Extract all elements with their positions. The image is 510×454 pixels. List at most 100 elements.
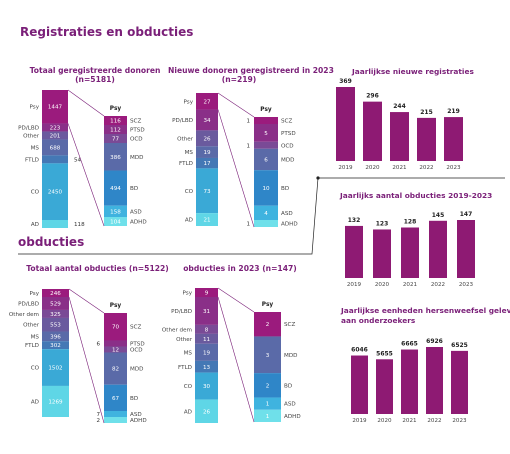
segment-category-label: PD/LBD bbox=[18, 301, 39, 307]
segment-value-label: 118 bbox=[74, 222, 85, 228]
segment-value-label: 34 bbox=[203, 118, 211, 124]
connector-line bbox=[217, 109, 255, 228]
breakdown-value-label: 70 bbox=[112, 325, 120, 331]
breakdown-category-label: ASD bbox=[130, 209, 142, 215]
breakdown-value-label: 1 bbox=[246, 222, 250, 228]
breakdown-value-label: 1 bbox=[266, 402, 270, 408]
breakdown-category-label: ASD bbox=[130, 412, 142, 418]
chart-1-title: Totaal geregistreerde donoren (n=5181) bbox=[29, 66, 161, 84]
x-tick-label: 2020 bbox=[365, 165, 380, 171]
chart-7-title: Jaarlijkse eenheden hersenweefsel geleve… bbox=[341, 306, 510, 325]
chart-4-title: obducties in 2023 (n=147) bbox=[183, 264, 297, 273]
segment-value-label: 302 bbox=[50, 343, 61, 349]
segment-category-label: FTLD bbox=[178, 365, 192, 371]
x-tick-label: 2021 bbox=[402, 418, 417, 424]
breakdown-title: Psy bbox=[262, 302, 274, 308]
breakdown-category-label: BD bbox=[284, 383, 292, 389]
segment-value-label: 201 bbox=[50, 133, 61, 139]
segment-value-label: 325 bbox=[50, 312, 61, 318]
breakdown-segment-adhd bbox=[254, 409, 281, 422]
segment-value-label: 246 bbox=[50, 291, 61, 297]
segment-value-label: 1502 bbox=[48, 366, 62, 372]
stack-segment-ftld bbox=[195, 360, 218, 373]
segment-value-label: 9 bbox=[205, 291, 209, 297]
segment-category-label: CO bbox=[31, 366, 40, 372]
stack-segment-pd-lbd bbox=[42, 297, 69, 310]
breakdown-category-label: SCZ bbox=[130, 325, 141, 331]
bar bbox=[336, 87, 355, 161]
divider-line bbox=[18, 177, 505, 255]
breakdown-category-label: SCZ bbox=[284, 322, 295, 328]
segment-category-label: Other bbox=[23, 323, 40, 329]
breakdown-segment-scz bbox=[254, 117, 278, 124]
segment-value-label: 8 bbox=[205, 327, 209, 333]
segment-value-label: 73 bbox=[203, 189, 211, 195]
stack-segment-other bbox=[42, 131, 68, 140]
bar bbox=[401, 227, 419, 278]
segment-category-label: AD bbox=[185, 218, 193, 224]
breakdown-segment-ocd bbox=[104, 134, 127, 143]
breakdown-category-label: MDD bbox=[284, 353, 297, 359]
bar-value-label: 128 bbox=[404, 218, 417, 225]
breakdown-segment-scz bbox=[104, 116, 127, 125]
breakdown-category-label: OCD bbox=[130, 347, 143, 353]
segment-value-label: 396 bbox=[50, 334, 61, 340]
segment-value-label: 1447 bbox=[48, 105, 63, 111]
breakdown-category-label: PTSD bbox=[130, 341, 145, 347]
breakdown-segment-bd bbox=[104, 170, 127, 206]
bar bbox=[376, 359, 393, 414]
segment-category-label: FTLD bbox=[25, 343, 39, 349]
breakdown-value-label: 1 bbox=[246, 143, 250, 149]
stack-segment-ad bbox=[196, 213, 218, 226]
breakdown-value-label: 3 bbox=[266, 353, 270, 359]
stack-segment-psy bbox=[42, 90, 68, 124]
x-tick-label: 2021 bbox=[403, 282, 418, 288]
breakdown-category-label: ASD bbox=[281, 211, 293, 217]
segment-category-label: CO bbox=[31, 190, 40, 196]
bar bbox=[417, 117, 436, 161]
stack-segment-other bbox=[196, 130, 218, 147]
x-tick-label: 2023 bbox=[459, 282, 474, 288]
breakdown-value-label: 6 bbox=[264, 157, 268, 163]
segment-value-label: 2450 bbox=[48, 190, 63, 196]
breakdown-category-label: ADHD bbox=[130, 418, 147, 424]
breakdown-segment-ocd bbox=[104, 346, 127, 353]
breakdown-value-label: 2 bbox=[266, 322, 270, 328]
stack-segment-pd-lbd bbox=[195, 297, 218, 325]
stack-segment-psy bbox=[196, 93, 218, 110]
stack-segment-ftld bbox=[42, 341, 69, 350]
breakdown-segment-adhd bbox=[254, 220, 278, 227]
stack-segment-co bbox=[42, 163, 68, 220]
segment-value-label: 27 bbox=[203, 99, 211, 105]
x-tick-label: 2022 bbox=[431, 282, 445, 288]
breakdown-value-label: 494 bbox=[110, 186, 121, 192]
segment-value-label: 1269 bbox=[48, 399, 63, 405]
chart-5-title: Jaarlijkse nieuwe registraties bbox=[352, 67, 474, 76]
segment-category-label: PD/LBD bbox=[171, 309, 192, 315]
breakdown-category-label: MDD bbox=[130, 155, 143, 161]
segment-category-label: MS bbox=[184, 350, 193, 356]
chart-6-title: Jaarlijks aantal obducties 2019-2023 bbox=[340, 191, 493, 200]
breakdown-value-label: 1 bbox=[246, 119, 250, 125]
stack-segment-ms bbox=[42, 331, 69, 342]
stack-segment-psy bbox=[42, 289, 69, 297]
segment-category-label: Other dem bbox=[162, 327, 192, 333]
connector-line bbox=[68, 288, 105, 314]
segment-category-label: MS bbox=[31, 145, 40, 151]
divider-dot bbox=[316, 176, 320, 180]
breakdown-value-label: 12 bbox=[112, 347, 119, 353]
segment-value-label: 54 bbox=[74, 157, 82, 163]
breakdown-value-label: 82 bbox=[112, 367, 119, 373]
breakdown-category-label: MDD bbox=[130, 367, 143, 373]
bar bbox=[401, 349, 418, 414]
stack-segment-other bbox=[42, 317, 69, 332]
bar bbox=[345, 225, 363, 278]
bar bbox=[363, 101, 382, 161]
connector-line bbox=[217, 287, 255, 313]
segment-value-label: 30 bbox=[203, 384, 211, 390]
breakdown-value-label: 6 bbox=[96, 341, 100, 347]
segment-value-label: 19 bbox=[203, 350, 211, 356]
breakdown-segment-mdd bbox=[254, 336, 281, 374]
breakdown-segment-ptsd bbox=[254, 124, 278, 142]
breakdown-segment-adhd bbox=[104, 217, 127, 226]
